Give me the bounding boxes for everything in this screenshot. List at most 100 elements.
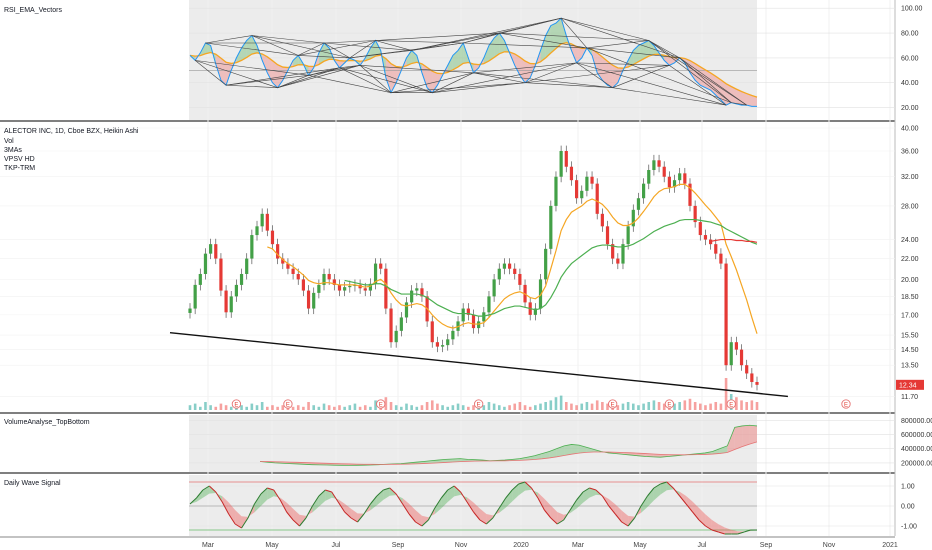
wave-fill	[370, 496, 377, 511]
wave-fill	[686, 496, 693, 512]
volume-bar	[678, 402, 681, 410]
volume-bar	[394, 405, 398, 410]
volume-bar	[451, 405, 455, 410]
candle-body	[549, 205, 553, 249]
rsi-vector	[339, 67, 433, 93]
earnings-marker-label: E	[611, 402, 615, 408]
volume-bar	[750, 400, 754, 410]
rsi-ema-fill	[746, 93, 752, 107]
wave-fill	[467, 497, 474, 512]
volume-bar	[405, 403, 408, 410]
volume-analyse-fill	[564, 444, 572, 456]
volume-bar	[497, 405, 501, 410]
rsi-vector	[390, 72, 474, 93]
rsi-vector	[561, 17, 680, 59]
candle-body	[389, 308, 393, 343]
wave-fill	[699, 508, 706, 526]
volume-analyse-fill	[527, 455, 535, 461]
candle-body	[652, 160, 656, 171]
rsi-vector	[499, 32, 587, 49]
wave-line-segment	[415, 521, 423, 527]
candle-body	[245, 258, 249, 274]
rsi-vector	[205, 35, 252, 44]
volume-bar	[662, 403, 666, 410]
last-price-label: 12.34	[899, 382, 917, 389]
volume-analyse-fill	[712, 448, 720, 455]
earnings-marker-label: E	[667, 402, 671, 408]
wave-line-segment	[286, 511, 294, 521]
volume-bar	[549, 400, 553, 410]
volume-bar	[564, 402, 568, 410]
wave-line-segment	[563, 509, 571, 521]
rsi-vector	[298, 55, 350, 59]
volume-bar	[740, 400, 743, 410]
volume-bar	[621, 403, 625, 410]
candle-body	[631, 209, 635, 227]
wave-fill	[641, 496, 648, 513]
candle-body	[585, 176, 589, 191]
wave-fill	[486, 513, 493, 524]
rsi-ema-fill	[262, 53, 268, 73]
wave-fill	[692, 501, 700, 520]
rsi-ema-fill	[406, 50, 412, 66]
earnings-marker	[231, 399, 242, 409]
candle-body	[544, 248, 548, 280]
wave-line-segment	[440, 489, 449, 499]
wave-line-segment	[260, 487, 268, 495]
rsi-panel-title: RSI_EMA_Vectors	[4, 7, 62, 14]
volume-analyse-fill	[653, 453, 661, 458]
volume-analyse-tick-label: 400000.00	[901, 446, 932, 453]
wave-fill	[583, 488, 590, 503]
wave-line-segment	[312, 495, 320, 507]
rsi-vector	[359, 65, 392, 93]
candle-body	[198, 273, 202, 285]
wave-line-segment	[647, 487, 655, 497]
wave-fill	[711, 519, 719, 532]
wave-fill	[318, 490, 326, 507]
volume-bar	[281, 405, 285, 410]
wave-line-segment	[247, 503, 255, 519]
volume-bar	[693, 402, 697, 410]
candle-body	[616, 258, 620, 264]
volume-bar	[410, 405, 413, 410]
wave-fill	[705, 514, 712, 530]
candle-body	[574, 180, 579, 199]
wave-line-segment	[221, 501, 230, 515]
candle-body	[440, 345, 445, 347]
wave-fill	[196, 490, 203, 502]
volume-bar	[327, 405, 331, 410]
volume-bar	[446, 406, 450, 410]
volume-bar	[642, 403, 645, 410]
rsi-vector	[499, 17, 562, 34]
wave-line-segment	[350, 517, 358, 523]
wave-fill	[499, 498, 506, 513]
volume-bar	[358, 406, 362, 410]
rsi-vector	[648, 40, 680, 59]
price-tick-label: 13.50	[901, 363, 919, 370]
volume-bar	[709, 403, 712, 410]
indicator-tkp-label: TKP-TRM	[4, 165, 35, 172]
rsi-ema-fill	[633, 45, 639, 65]
wave-line-segment	[569, 499, 578, 511]
volume-analyse-fill	[519, 457, 528, 461]
panel-shade-vol	[189, 415, 757, 472]
volume-analyse-fill	[734, 425, 743, 450]
rsi-ema-fill	[705, 69, 711, 91]
volume-bar	[704, 405, 707, 410]
earnings-marker	[376, 399, 386, 409]
volume-bar	[714, 402, 718, 410]
wave-line-segment	[518, 481, 526, 485]
volume-bar	[353, 403, 357, 410]
candle-body	[755, 382, 759, 385]
wave-line-segment	[395, 493, 404, 505]
wave-line-segment	[453, 485, 461, 493]
candle-body	[698, 222, 702, 236]
candle-body	[729, 342, 733, 366]
wave-fill	[235, 509, 242, 528]
wave-line-segment	[363, 503, 371, 515]
candle-body	[332, 279, 336, 285]
volume-bar	[307, 402, 310, 410]
wave-fill	[402, 498, 410, 514]
x-tick-label: Jul	[332, 542, 341, 549]
